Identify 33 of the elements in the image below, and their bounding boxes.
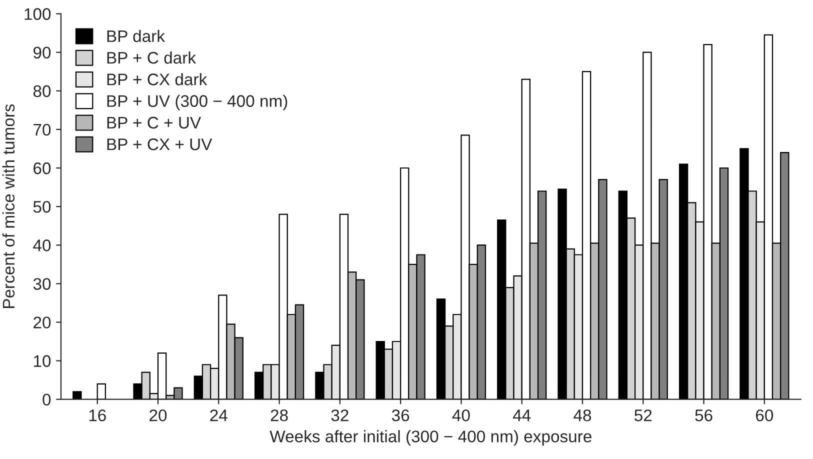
y-tick-label: 30 [33,278,51,290]
x-tick-label: 44 [512,410,531,422]
x-tick-label: 24 [210,409,228,422]
y-tick-label: 0 [42,394,51,406]
legend-label: BP + UV (300 − 400 nm) [107,94,288,110]
y-tick-label: 40 [33,240,51,252]
y-tick-label: 10 [34,355,51,367]
legend-label: BP + C + UV [107,116,202,129]
x-tick-label: 32 [331,409,348,422]
legend-label: BP + C dark [107,51,196,64]
x-tick-label: 36 [392,409,410,422]
x-axis-title: Weeks after initial (300 − 400 nm) exposure [270,430,592,446]
x-tick-label: 60 [756,409,774,422]
y-tick-label: 90 [34,46,51,59]
y-tick-label: 100 [24,8,51,20]
bar [72,391,82,400]
legend-label: BP dark [107,30,165,42]
y-tick-label: 80 [33,85,51,98]
y-tick-label: 60 [34,162,51,174]
x-tick-label: 16 [89,409,106,422]
x-tick-label: 40 [452,409,470,422]
x-tick-label: 52 [634,409,652,422]
y-tick-label: 50 [33,200,51,213]
y-axis-title: Percent of mice with tumors [2,104,15,308]
x-tick-label: 20 [150,409,167,422]
x-tick-label: 56 [695,409,712,422]
bar [96,383,106,400]
y-tick-label: 20 [34,316,51,328]
x-tick-label: 48 [574,409,592,422]
legend-label: BP + CX + UV [107,138,212,150]
x-tick-label: 28 [270,409,288,422]
y-tick-label: 70 [34,124,51,136]
legend-label: BP + CX dark [107,73,208,86]
